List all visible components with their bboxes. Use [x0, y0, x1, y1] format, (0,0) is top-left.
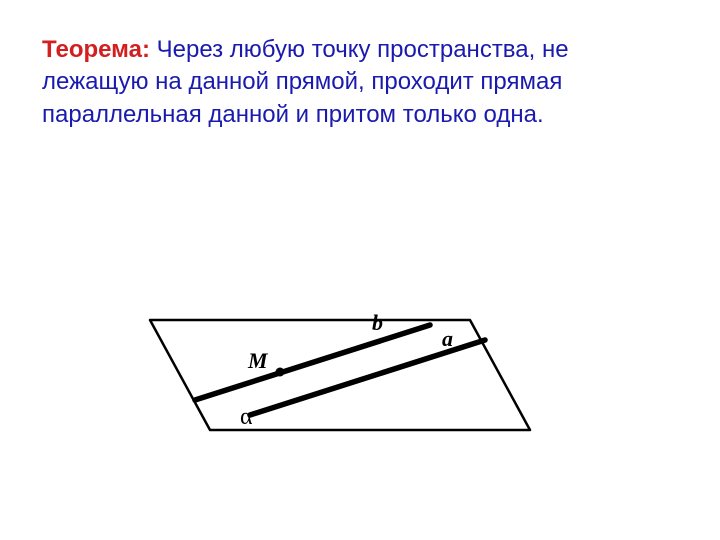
theorem-label: Теорема: [42, 36, 150, 63]
theorem-text: Теорема: Через любую точку пространства,… [42, 34, 662, 131]
label-m: M [247, 348, 269, 373]
label-a: a [442, 326, 453, 351]
label-b: b [372, 310, 383, 335]
line-b [195, 325, 430, 400]
point-m [276, 368, 285, 377]
slide: Теорема: Через любую точку пространства,… [0, 0, 720, 540]
geometry-diagram: M b a α [140, 280, 580, 500]
line-a [250, 340, 485, 415]
label-alpha: α [240, 404, 253, 430]
figure: M b a α [140, 280, 580, 500]
plane-alpha [150, 320, 530, 430]
